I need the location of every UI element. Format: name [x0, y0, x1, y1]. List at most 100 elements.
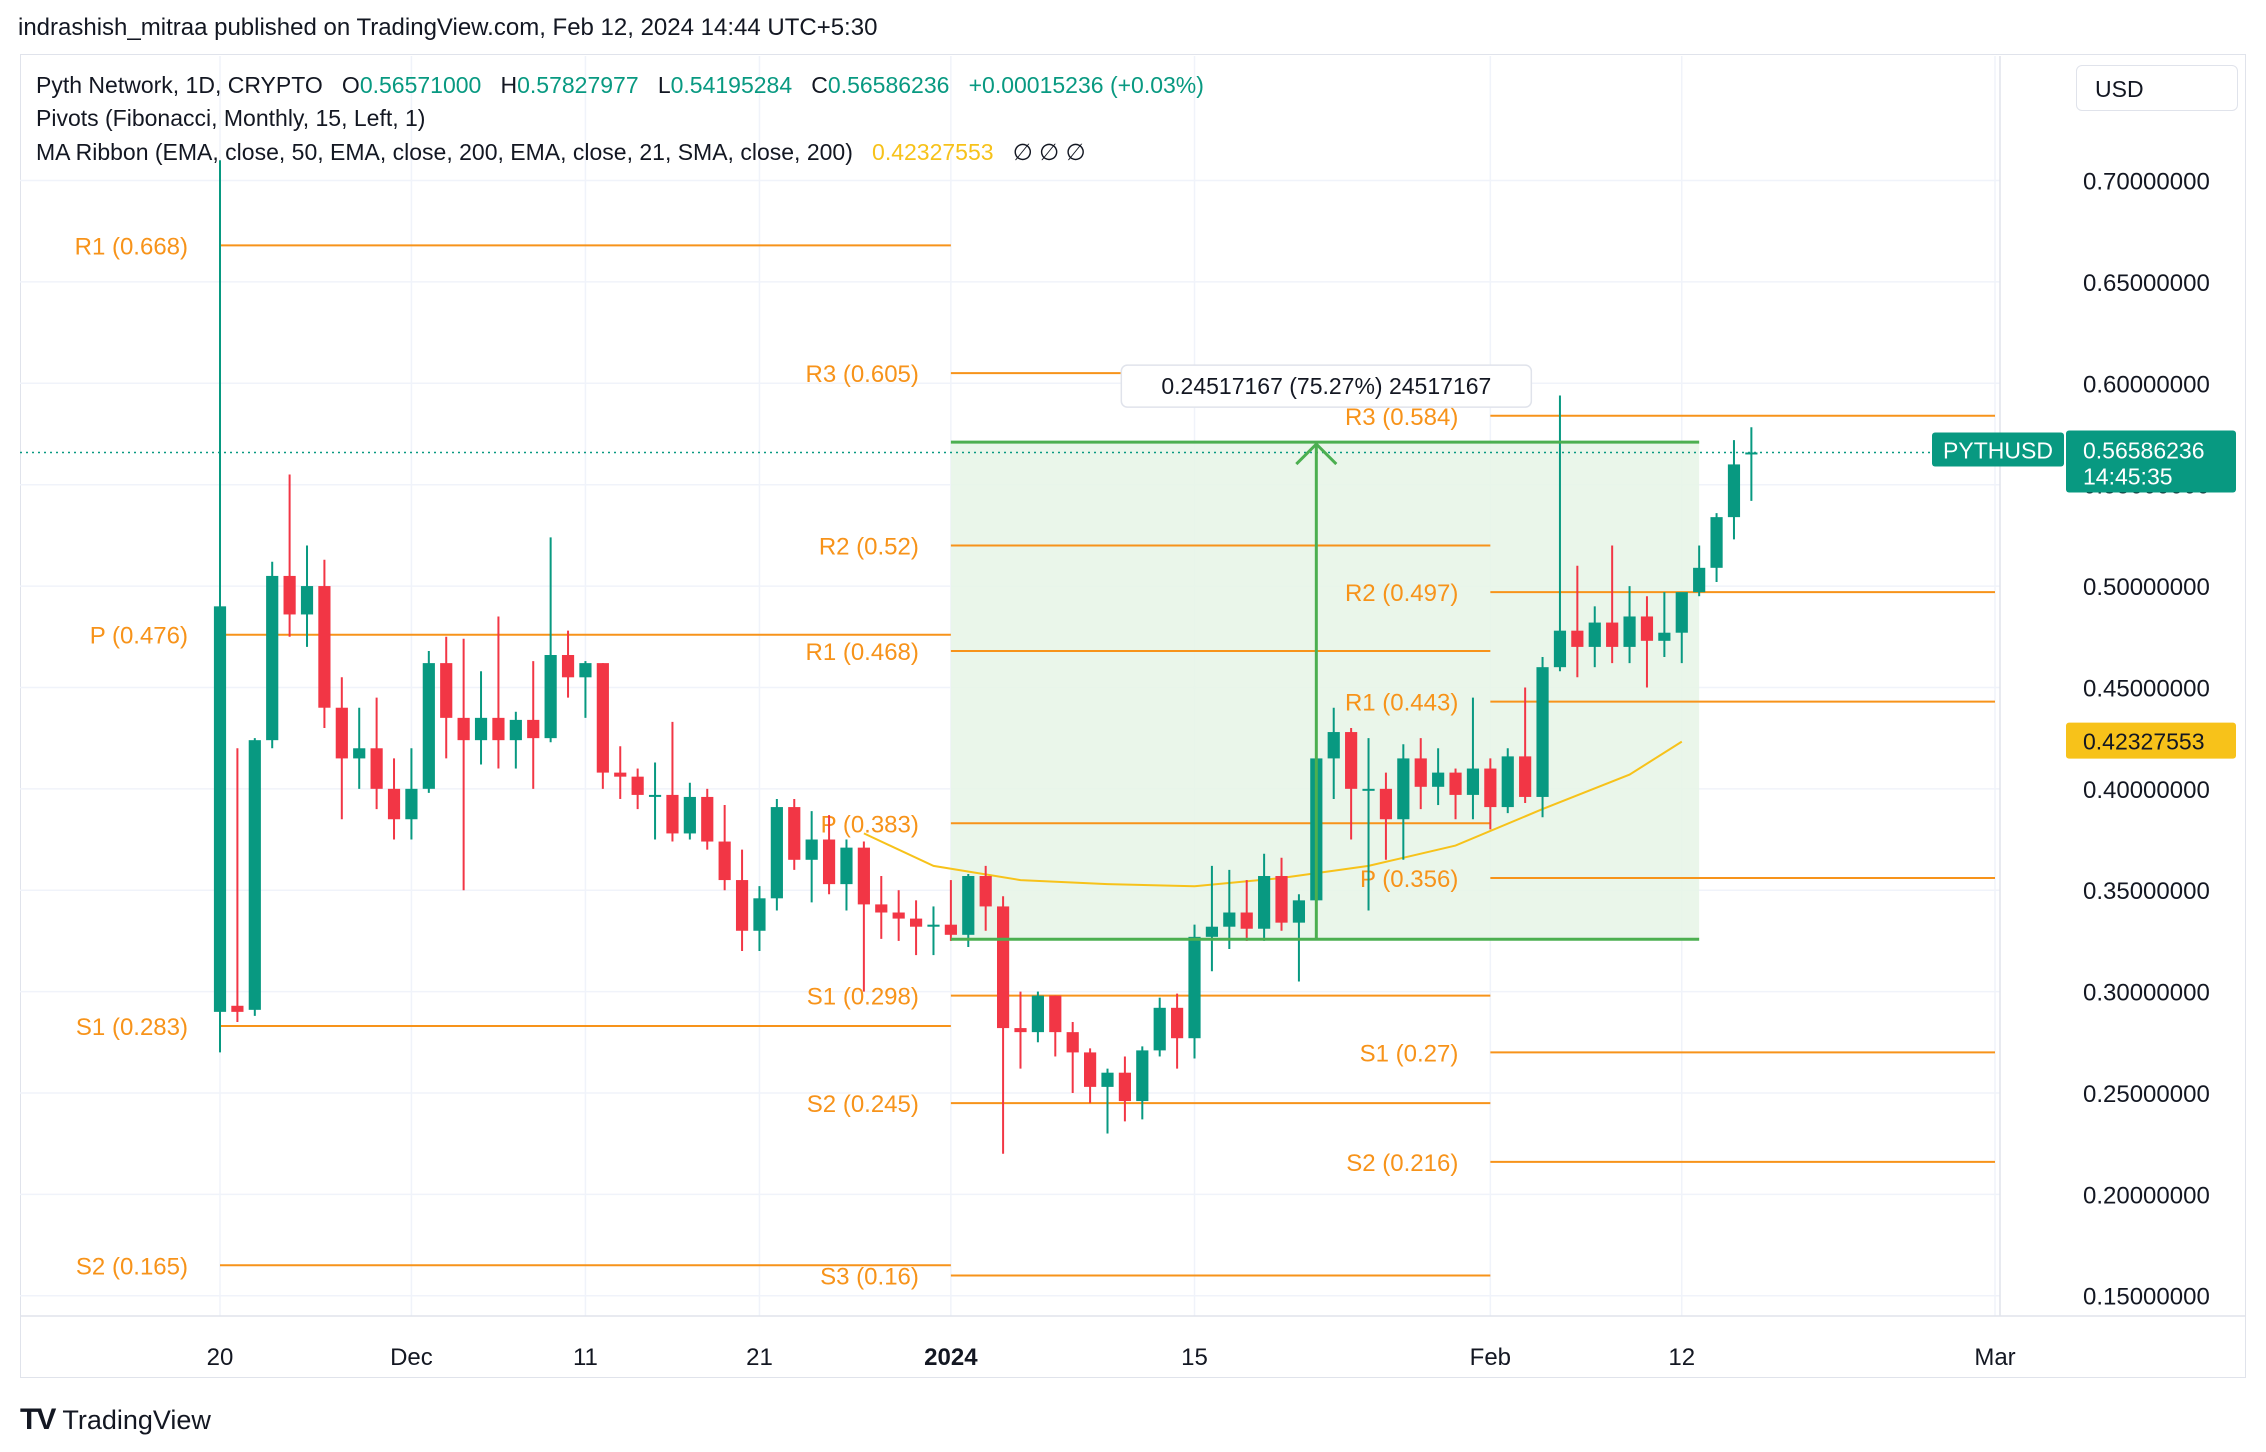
- pivot-level-label: R3 (0.584): [1345, 404, 1458, 431]
- candle-body: [1258, 876, 1271, 929]
- pivot-level-label: R2 (0.497): [1345, 580, 1458, 607]
- high-value: 0.57827977: [517, 72, 639, 98]
- candle-body: [1466, 768, 1480, 795]
- price-tick-label: 0.60000000: [2083, 371, 2210, 398]
- ma-ribbon-label: MA Ribbon (EMA, close, 50, EMA, close, 2…: [36, 139, 853, 165]
- candle-body: [701, 796, 714, 842]
- close-value: 0.56586236: [827, 72, 950, 98]
- ma-value-badge: [2066, 722, 2236, 759]
- open-value: 0.56571000: [359, 72, 482, 98]
- candle-body: [1571, 630, 1584, 647]
- candle-body: [231, 1005, 244, 1012]
- price-tick-label: 0.35000000: [2083, 878, 2210, 905]
- published-header: indrashish_mitraa published on TradingVi…: [18, 14, 878, 41]
- candle-body: [788, 807, 801, 860]
- pivot-level-label: P (0.476): [90, 623, 188, 650]
- candle-body: [422, 663, 435, 789]
- candle-body: [840, 847, 853, 885]
- symbol-badge: [1932, 432, 2064, 467]
- candle-body: [1588, 622, 1601, 647]
- pivot-level-label: S2 (0.216): [1346, 1150, 1458, 1177]
- candle-body: [1084, 1052, 1097, 1087]
- candle-body: [1432, 772, 1445, 787]
- candle-body: [300, 586, 314, 615]
- pivot-level-label: S2 (0.245): [807, 1091, 919, 1118]
- candle-body: [770, 807, 783, 899]
- candle-body: [1501, 756, 1514, 808]
- candle-body: [266, 575, 279, 741]
- symbol-legend: Pyth Network, 1D, CRYPTO O0.56571000 H0.…: [36, 72, 1204, 99]
- candle-body: [909, 918, 923, 927]
- candle-body: [544, 655, 557, 739]
- measure-arrow-head: [1295, 441, 1338, 466]
- candle-body: [1606, 622, 1619, 647]
- candle-body: [440, 663, 453, 718]
- candle-body: [1745, 452, 1758, 455]
- time-tick-label: 2024: [924, 1344, 978, 1371]
- time-tick-label: Dec: [390, 1344, 433, 1371]
- candle-body: [335, 707, 348, 759]
- candle-body: [1014, 1028, 1027, 1033]
- close-label: C: [811, 72, 828, 98]
- price-tick-label: 0.15000000: [2083, 1284, 2210, 1311]
- pivots-legend[interactable]: Pivots (Fibonacci, Monthly, 15, Left, 1): [36, 105, 425, 132]
- price-tick-label: 0.30000000: [2083, 980, 2210, 1007]
- candle-body: [857, 847, 870, 905]
- candle-body: [561, 655, 575, 678]
- symbol-name[interactable]: Pyth Network, 1D, CRYPTO: [36, 72, 323, 98]
- candle-body: [1710, 517, 1723, 568]
- candle-body: [718, 841, 731, 881]
- candle-body: [1693, 567, 1706, 593]
- time-tick-label: 11: [573, 1344, 598, 1371]
- candle-body: [1240, 912, 1253, 929]
- measure-label-box: [1120, 364, 1533, 408]
- pivot-level-label: S1 (0.283): [76, 1014, 188, 1041]
- candle-body: [213, 606, 227, 1012]
- candle-body: [1188, 936, 1201, 1039]
- pivots-label: Pivots (Fibonacci, Monthly, 15, Left, 1): [36, 105, 426, 131]
- candle-body: [1066, 1032, 1079, 1053]
- candle-body: [527, 719, 540, 739]
- candle-body: [1153, 1007, 1166, 1051]
- candle-body: [1031, 995, 1044, 1033]
- candle-body: [1553, 630, 1567, 668]
- candle-body: [509, 719, 522, 741]
- footer-brand: TV TradingView: [20, 1403, 211, 1437]
- chart-frame: [20, 54, 2246, 1378]
- candle-body: [875, 904, 888, 913]
- candle-body: [1327, 732, 1340, 759]
- candle-body: [387, 788, 401, 820]
- candle-body: [318, 586, 331, 708]
- time-tick-label: 20: [207, 1344, 234, 1371]
- candle-body: [405, 788, 418, 820]
- candle-body: [648, 794, 662, 797]
- candle-body: [1136, 1050, 1149, 1102]
- candle-body: [1484, 768, 1497, 808]
- pivot-level-label: R3 (0.605): [805, 361, 918, 388]
- candle-body: [1379, 788, 1393, 820]
- time-tick-label: Feb: [1470, 1344, 1511, 1371]
- ma-ribbon-legend[interactable]: MA Ribbon (EMA, close, 50, EMA, close, 2…: [36, 139, 1086, 166]
- last-price-badge: [2066, 430, 2236, 493]
- bar-countdown-label: 14:45:35: [2083, 464, 2173, 490]
- pivot-level-label: R1 (0.443): [1345, 690, 1458, 717]
- currency-button[interactable]: USD: [2076, 65, 2238, 111]
- candle-body: [1675, 592, 1688, 633]
- candle-body: [996, 906, 1010, 1029]
- candle-body: [1658, 632, 1671, 641]
- candle-body: [1101, 1072, 1114, 1087]
- ma-ribbon-value: 0.42327553: [872, 139, 994, 165]
- symbol-badge-label: PYTHUSD: [1943, 438, 2053, 464]
- pivot-level-label: S1 (0.298): [807, 984, 919, 1011]
- price-tick-label: 0.65000000: [2083, 270, 2210, 297]
- candle-body: [614, 772, 627, 777]
- candle-body: [1536, 667, 1549, 797]
- candle-body: [579, 663, 592, 678]
- candle-body: [457, 717, 470, 741]
- measure-range-fill: [950, 442, 1700, 940]
- candle-body: [805, 839, 818, 860]
- pivot-level-label: P (0.383): [821, 811, 919, 838]
- low-value: 0.54195284: [670, 72, 793, 98]
- pivot-level-label: S3 (0.16): [820, 1263, 919, 1290]
